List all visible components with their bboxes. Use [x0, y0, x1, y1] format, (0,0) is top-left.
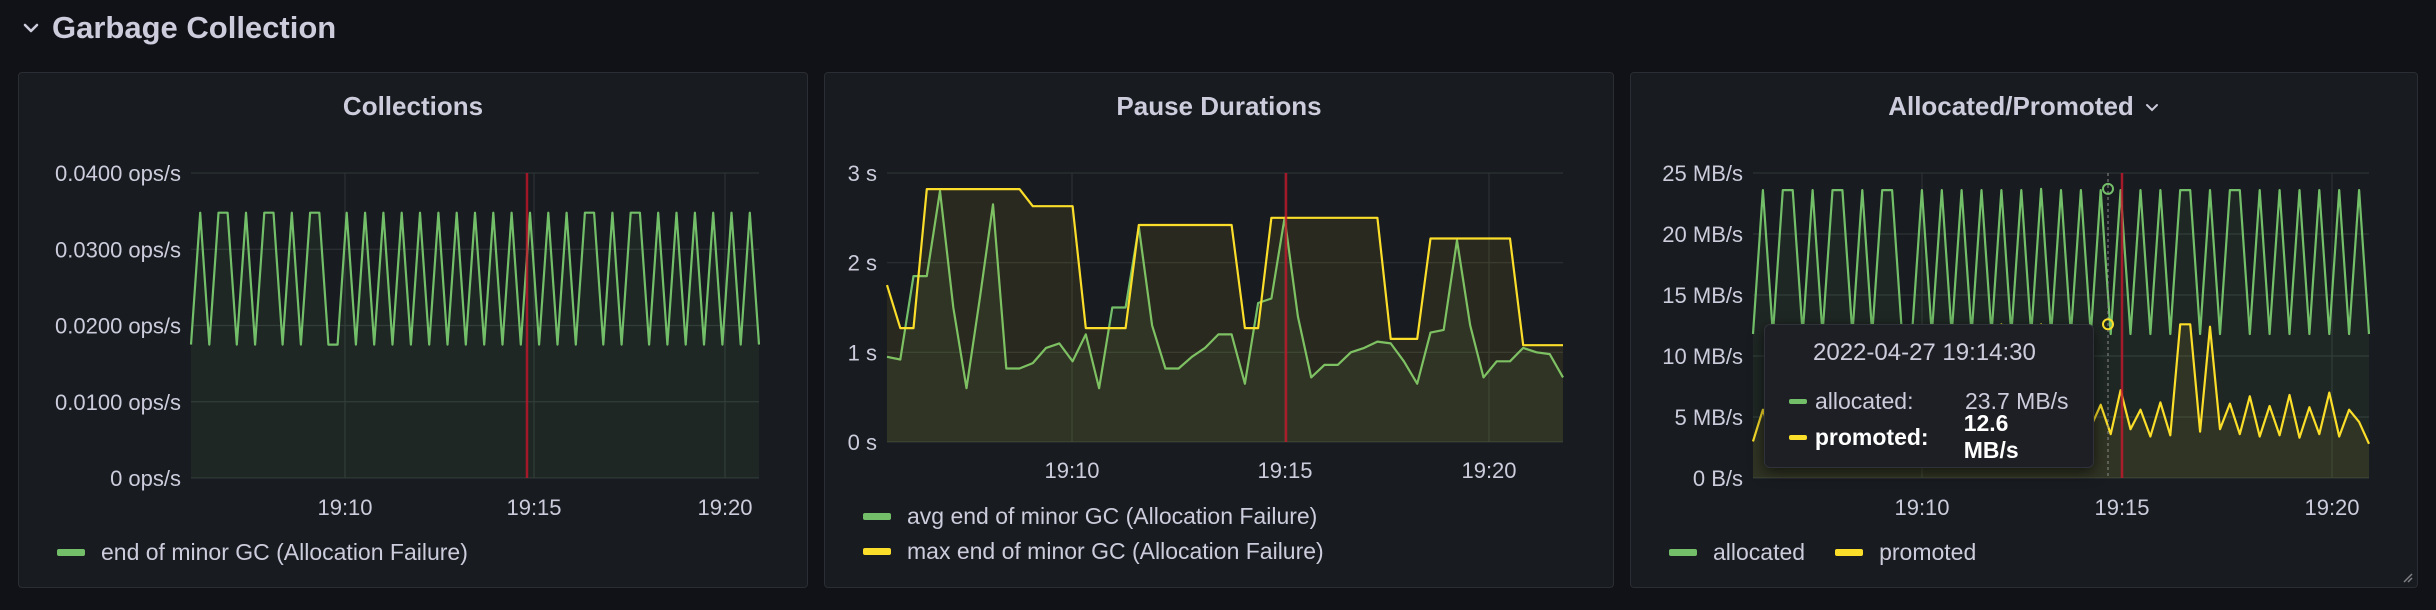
legend-item-max-end-of-minor-gc[interactable]: max end of minor GC (Allocation Failure)	[863, 538, 1324, 565]
series-line	[886, 189, 1564, 390]
y-tick-label: 0.0100 ops/s	[55, 390, 181, 415]
tooltip-swatch	[1789, 434, 1807, 440]
y-tick-label: 25 MB/s	[1662, 161, 1743, 186]
legend-label: end of minor GC (Allocation Failure)	[101, 539, 468, 565]
x-tick-label: 19:20	[1461, 458, 1516, 483]
y-tick-label: 5 MB/s	[1675, 405, 1743, 430]
legend-item-end-of-minor-gc[interactable]: end of minor GC (Allocation Failure)	[57, 539, 468, 566]
legend-swatch	[863, 513, 891, 520]
x-tick-label: 19:10	[317, 495, 372, 520]
tooltip-value: 12.6 MB/s	[1963, 410, 2019, 463]
y-tick-label: 10 MB/s	[1662, 344, 1743, 369]
legend-item-avg-end-of-minor-gc[interactable]: avg end of minor GC (Allocation Failure)	[863, 503, 1324, 530]
panel-title-text: Collections	[342, 90, 484, 121]
series-line	[885, 188, 1563, 347]
panel-title-text: Pause Durations	[1116, 90, 1322, 121]
x-tick-label: 19:10	[1044, 458, 1099, 483]
x-tick-label: 19:20	[697, 495, 752, 520]
tooltip-time: 2022-04-27 19:14:30	[1813, 339, 2036, 366]
row-title: Garbage Collection	[52, 10, 337, 45]
panel-title[interactable]: Collections	[19, 87, 807, 125]
tooltip-swatch	[1789, 398, 1807, 404]
x-tick-label: 19:15	[2094, 495, 2149, 520]
x-tick-label: 19:20	[2304, 495, 2359, 520]
hover-point-promoted	[2102, 318, 2114, 331]
legend-item-promoted[interactable]: promoted	[1835, 539, 1976, 566]
chevron-down-icon[interactable]	[2144, 91, 2160, 122]
legend: avg end of minor GC (Allocation Failure)…	[863, 503, 1324, 565]
y-tick-label: 0.0400 ops/s	[55, 161, 181, 186]
y-tick-label: 3 s	[848, 161, 877, 186]
y-tick-label: 0.0200 ops/s	[55, 314, 181, 339]
row-header-garbage-collection[interactable]: Garbage Collection	[20, 4, 336, 52]
hover-point-allocated	[2102, 182, 2114, 195]
y-tick-label: 1 s	[848, 340, 877, 365]
legend-swatch	[1669, 549, 1697, 556]
resize-handle-icon[interactable]	[2401, 571, 2413, 583]
x-tick-label: 19:15	[1257, 458, 1312, 483]
legend-swatch	[1835, 549, 1864, 556]
legend: end of minor GC (Allocation Failure)	[57, 539, 468, 566]
chevron-down-icon[interactable]	[20, 17, 42, 39]
y-tick-label: 20 MB/s	[1662, 222, 1743, 247]
legend-label: avg end of minor GC (Allocation Failure)	[907, 503, 1318, 529]
x-tick-label: 19:10	[1894, 495, 1949, 520]
legend-item-allocated[interactable]: allocated	[1669, 539, 1805, 566]
legend-label: max end of minor GC (Allocation Failure)	[907, 538, 1324, 564]
panel-pause-durations[interactable]: Pause Durations 0 s 1 s 2 s 3 s 19:10 19:15 19…	[824, 72, 1614, 588]
series-line	[1751, 187, 2371, 336]
series-area	[887, 189, 1563, 442]
legend-swatch	[863, 548, 891, 555]
pause-durations-chart[interactable]: 0 s 1 s 2 s 3 s 19:10 19:15 19:20	[825, 73, 1615, 589]
panel-title-text: Allocated/Promoted	[1888, 90, 2134, 121]
tooltip-row-allocated: allocated: 23.7 MB/s	[1789, 383, 2069, 419]
tooltip-label: allocated:	[1815, 387, 1914, 414]
panel-collections[interactable]: Collections 0 ops/s 0.0100 ops/s 0.0200 op…	[18, 72, 808, 588]
legend-label: allocated	[1713, 539, 1806, 565]
tooltip-row-promoted: promoted: 12.6 MB/s	[1789, 410, 2069, 463]
collections-chart[interactable]: 0 ops/s 0.0100 ops/s 0.0200 ops/s 0.0300 op…	[19, 73, 809, 589]
y-tick-label: 15 MB/s	[1662, 283, 1743, 308]
y-tick-label: 0 B/s	[1693, 466, 1743, 491]
series-line	[189, 211, 761, 346]
series-area	[887, 190, 1563, 442]
hover-tooltip: 2022-04-27 19:14:30 allocated: 23.7 MB/s…	[1764, 324, 2094, 468]
x-tick-label: 19:15	[506, 495, 561, 520]
y-tick-label: 2 s	[848, 251, 877, 276]
panel-title[interactable]: Allocated/Promoted	[1631, 87, 2417, 125]
legend: allocated promoted	[1669, 539, 1976, 566]
tooltip-value: 23.7 MB/s	[1965, 387, 2069, 414]
y-tick-label: 0 s	[848, 430, 877, 455]
y-tick-label: 0.0300 ops/s	[55, 237, 181, 262]
tooltip-label: promoted:	[1814, 423, 1929, 450]
y-tick-label: 0 ops/s	[110, 466, 181, 491]
legend-label: promoted	[1879, 539, 1977, 565]
legend-swatch	[57, 549, 85, 556]
panel-title[interactable]: Pause Durations	[825, 87, 1613, 125]
